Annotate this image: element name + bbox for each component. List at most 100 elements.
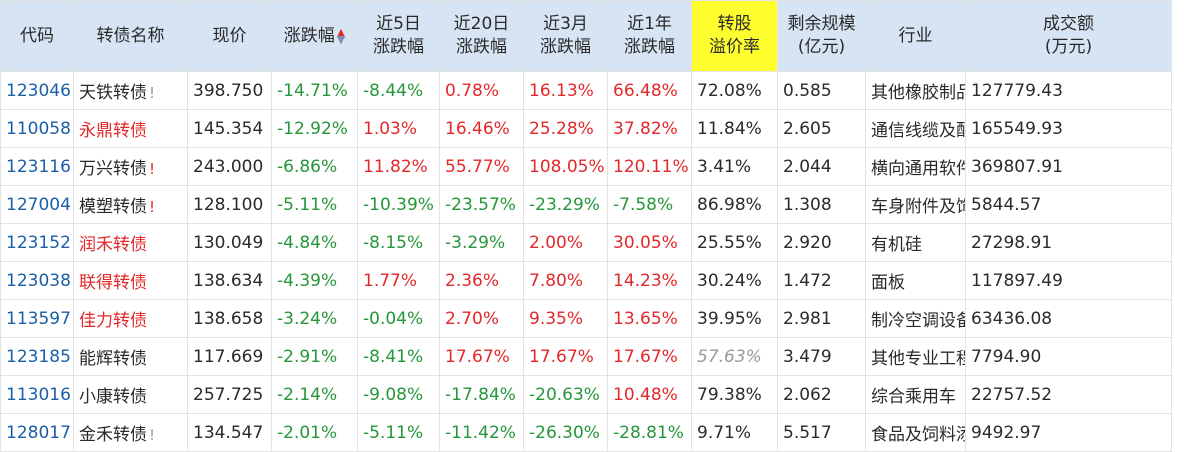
price-cell: 257.725 — [188, 376, 272, 414]
premium-cell: 11.84% — [692, 110, 778, 148]
sort-down-icon: ▼ — [337, 36, 345, 43]
bond-name[interactable]: 佳力转债 — [74, 300, 188, 338]
bond-name[interactable]: 小康转债 — [74, 376, 188, 414]
chg5-cell: -10.39% — [358, 186, 440, 224]
bond-name[interactable]: 模塑转债! — [74, 186, 188, 224]
bond-code[interactable]: 127004 — [1, 186, 74, 224]
price-cell: 145.354 — [188, 110, 272, 148]
bond-name-label: 小康转债 — [79, 387, 147, 407]
volume-cell: 27298.91 — [966, 224, 1172, 262]
bond-code[interactable]: 123185 — [1, 338, 74, 376]
volume-cell: 369807.91 — [966, 148, 1172, 186]
premium-cell: 3.41% — [692, 148, 778, 186]
col-header-code[interactable]: 代码 — [1, 1, 74, 72]
col-header-change[interactable]: 涨跌幅 ▲ ▼ — [272, 1, 358, 72]
bond-name-label: 天铁转债 — [79, 83, 147, 103]
bond-name[interactable]: 联得转债 — [74, 262, 188, 300]
bond-name[interactable]: 润禾转债 — [74, 224, 188, 262]
chg20-cell: 55.77% — [440, 148, 524, 186]
bond-code[interactable]: 123152 — [1, 224, 74, 262]
premium-cell: 30.24% — [692, 262, 778, 300]
chg5-cell: -9.08% — [358, 376, 440, 414]
bond-name-label: 佳力转债 — [79, 311, 147, 331]
bond-name[interactable]: 万兴转债! — [74, 148, 188, 186]
header-label: (万元) — [1045, 36, 1092, 59]
bond-code[interactable]: 123046 — [1, 72, 74, 110]
bond-code[interactable]: 110058 — [1, 110, 74, 148]
bond-name[interactable]: 能辉转债 — [74, 338, 188, 376]
chg20-cell: 16.46% — [440, 110, 524, 148]
chg5-cell: 1.77% — [358, 262, 440, 300]
header-label: 涨跌幅 — [624, 36, 675, 59]
col-header-chg1y[interactable]: 近1年涨跌幅 — [608, 1, 692, 72]
col-header-price[interactable]: 现价 — [188, 1, 272, 72]
col-header-chg5[interactable]: 近5日涨跌幅 — [358, 1, 440, 72]
warning-mark-icon: ! — [147, 160, 155, 178]
header-label: 成交额 — [1043, 13, 1094, 36]
industry-cell: 综合乘用车 — [866, 376, 966, 414]
change-cell: -4.84% — [272, 224, 358, 262]
change-cell: -4.39% — [272, 262, 358, 300]
price-cell: 243.000 — [188, 148, 272, 186]
header-label: 剩余规模 — [788, 13, 856, 36]
change-cell: -14.71% — [272, 72, 358, 110]
col-header-chg3m[interactable]: 近3月涨跌幅 — [524, 1, 608, 72]
bond-name-label: 金禾转债 — [79, 425, 147, 445]
scale-cell: 2.062 — [778, 376, 866, 414]
bond-code[interactable]: 128017 — [1, 414, 74, 452]
premium-cell: 9.71% — [692, 414, 778, 452]
scale-cell: 5.517 — [778, 414, 866, 452]
volume-cell: 117897.49 — [966, 262, 1172, 300]
bond-name[interactable]: 金禾转债! — [74, 414, 188, 452]
volume-cell: 22757.52 — [966, 376, 1172, 414]
col-header-chg20[interactable]: 近20日涨跌幅 — [440, 1, 524, 72]
chg3m-cell: -20.63% — [524, 376, 608, 414]
chg20-cell: 2.70% — [440, 300, 524, 338]
bond-code[interactable]: 113597 — [1, 300, 74, 338]
chg5-cell: -5.11% — [358, 414, 440, 452]
bond-name[interactable]: 天铁转债! — [74, 72, 188, 110]
industry-cell: 车身附件及饰件 — [866, 186, 966, 224]
chg3m-cell: 17.67% — [524, 338, 608, 376]
bond-code[interactable]: 123116 — [1, 148, 74, 186]
header-label: 近3月 — [543, 13, 588, 36]
chg3m-cell: 16.13% — [524, 72, 608, 110]
industry-cell: 食品及饲料添加剂 — [866, 414, 966, 452]
chg3m-cell: -23.29% — [524, 186, 608, 224]
sort-arrows[interactable]: ▲ ▼ — [337, 29, 345, 43]
industry-cell: 其他专业工程 — [866, 338, 966, 376]
scale-cell: 2.044 — [778, 148, 866, 186]
chg20-cell: -23.57% — [440, 186, 524, 224]
col-header-volume[interactable]: 成交额(万元) — [966, 1, 1172, 72]
col-header-name[interactable]: 转债名称 — [74, 1, 188, 72]
chg5-cell: -8.15% — [358, 224, 440, 262]
header-label: 涨跌幅 — [456, 36, 507, 59]
header-label: 转债名称 — [97, 26, 165, 46]
premium-cell: 72.08% — [692, 72, 778, 110]
bond-code[interactable]: 123038 — [1, 262, 74, 300]
header-label: 转股 — [718, 13, 752, 36]
bond-code[interactable]: 113016 — [1, 376, 74, 414]
chg3m-cell: 108.05% — [524, 148, 608, 186]
col-header-scale[interactable]: 剩余规模(亿元) — [778, 1, 866, 72]
header-label: 涨跌幅 — [284, 25, 335, 48]
chg1y-cell: 37.82% — [608, 110, 692, 148]
bond-name[interactable]: 永鼎转债 — [74, 110, 188, 148]
col-header-industry[interactable]: 行业 — [866, 1, 966, 72]
chg3m-cell: 2.00% — [524, 224, 608, 262]
chg3m-cell: 25.28% — [524, 110, 608, 148]
volume-cell: 9492.97 — [966, 414, 1172, 452]
chg20-cell: 17.67% — [440, 338, 524, 376]
scale-cell: 1.308 — [778, 186, 866, 224]
col-header-premium[interactable]: 转股溢价率 — [692, 1, 778, 72]
